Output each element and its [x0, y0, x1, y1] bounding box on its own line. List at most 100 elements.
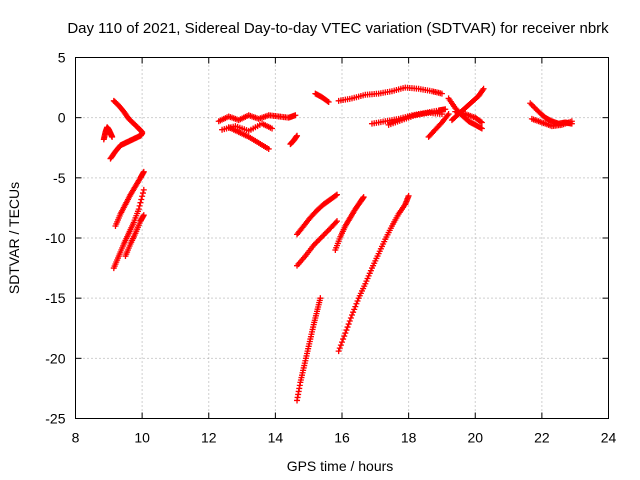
data-point: [438, 111, 445, 118]
data-point: [478, 119, 485, 126]
plot-area-frame: [75, 57, 609, 419]
series-arc-7: [215, 112, 299, 125]
data-point: [316, 236, 323, 243]
data-point: [405, 192, 412, 199]
data-point: [342, 330, 349, 337]
y-axis-title: SDTVAR / TECUs: [6, 182, 22, 294]
data-point: [294, 132, 301, 139]
series-arc-10: [287, 132, 301, 148]
data-point: [137, 199, 144, 206]
data-point: [139, 190, 146, 197]
x-tick-label: 12: [201, 430, 217, 446]
x-tick-label: 24: [601, 430, 617, 446]
data-point: [360, 194, 367, 201]
data-point: [478, 125, 485, 132]
x-axis-title: GPS time / hours: [287, 458, 394, 474]
data-point: [350, 309, 357, 316]
series-arc-20: [528, 115, 575, 130]
data-point: [477, 118, 484, 125]
series-arc-3: [107, 130, 146, 162]
data-point: [269, 125, 276, 132]
y-tick-label: 5: [58, 50, 66, 66]
data-point: [527, 100, 534, 107]
series-arc-25: [335, 192, 412, 355]
data-point: [312, 240, 319, 247]
data-point: [334, 218, 341, 225]
x-tick-label: 14: [268, 430, 284, 446]
y-tick-label: -10: [45, 230, 65, 246]
data-point: [109, 133, 116, 140]
data-point: [140, 212, 147, 219]
x-tick-label: 8: [72, 430, 80, 446]
data-point: [138, 196, 145, 203]
series-arc-8: [219, 120, 276, 134]
y-tick-label: 0: [58, 110, 66, 126]
series-arc-12: [335, 84, 445, 104]
data-point: [343, 327, 350, 334]
chart-title: Day 110 of 2021, Sidereal Day-to-day VTE…: [67, 20, 609, 37]
x-tick-label: 18: [401, 430, 417, 446]
data-point: [139, 130, 146, 137]
y-tick-label: -15: [45, 290, 65, 306]
series-arc-1: [100, 124, 116, 143]
data-point: [346, 318, 353, 325]
x-tick-label: 20: [467, 430, 483, 446]
data-point: [317, 235, 324, 242]
data-point: [265, 145, 272, 152]
data-point: [332, 219, 339, 226]
data-point: [336, 345, 343, 352]
series-arc-9: [225, 124, 272, 152]
x-tick-label: 16: [334, 430, 350, 446]
data-point: [335, 348, 342, 355]
x-tick-label: 10: [134, 430, 150, 446]
data-point: [324, 98, 331, 105]
data-point: [325, 99, 332, 106]
data-point: [320, 232, 327, 239]
data-point: [479, 86, 486, 93]
data-point: [319, 233, 326, 240]
data-point: [292, 112, 299, 119]
data-point: [313, 239, 320, 246]
series-arc-18: [452, 108, 485, 126]
data-point: [568, 118, 575, 125]
data-point: [136, 202, 143, 209]
data-point: [531, 104, 538, 111]
data-point: [442, 106, 449, 113]
data-point: [353, 300, 360, 307]
data-point: [323, 229, 330, 236]
grid-lines: [75, 57, 609, 419]
y-tick-label: -20: [45, 350, 65, 366]
data-point: [438, 90, 445, 97]
series-arc-5: [110, 186, 147, 272]
series-arc-15: [425, 111, 452, 140]
data-points: [100, 84, 575, 404]
data-point: [528, 101, 535, 108]
data-point: [532, 105, 539, 112]
data-point: [339, 339, 345, 346]
series-arc-21: [294, 191, 341, 238]
data-point: [135, 206, 142, 213]
data-point: [529, 103, 536, 110]
series-arc-2: [110, 97, 146, 136]
data-point: [351, 306, 358, 313]
data-point: [480, 85, 487, 92]
data-point: [341, 333, 348, 340]
data-point: [324, 228, 331, 235]
series-arc-24: [294, 295, 324, 404]
series-arc-22: [294, 218, 341, 269]
series-arc-23: [332, 194, 367, 254]
data-point: [347, 315, 354, 322]
data-point: [334, 191, 341, 198]
data-point: [337, 342, 344, 349]
x-tick-labels: 8 10 12 14 16 18 20 22 24: [72, 430, 617, 446]
data-point: [340, 336, 347, 343]
x-tick-label: 22: [534, 430, 550, 446]
data-point: [354, 297, 361, 304]
data-point: [345, 321, 352, 328]
data-point: [332, 192, 339, 199]
data-point: [140, 186, 147, 193]
data-point: [352, 303, 359, 310]
series-arc-4: [112, 168, 147, 229]
y-tick-label: -5: [53, 170, 66, 186]
